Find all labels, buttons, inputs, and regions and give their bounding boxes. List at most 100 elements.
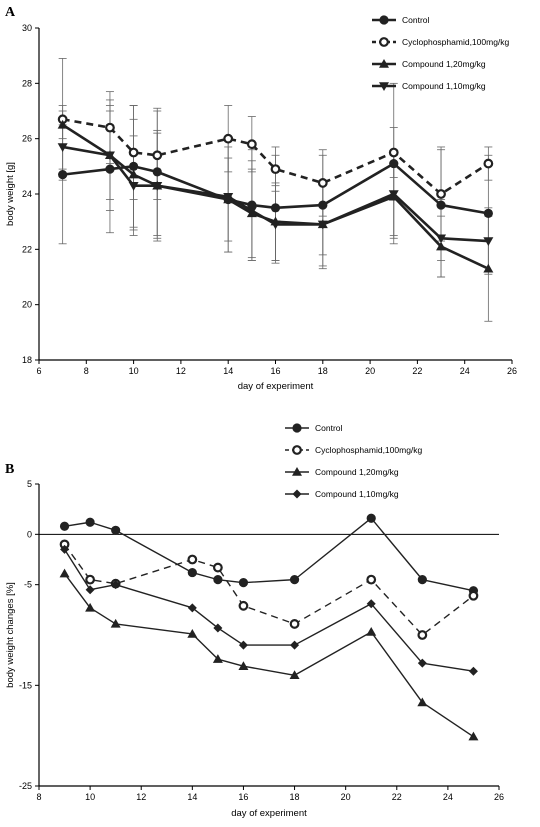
y-tick-label-a: 22 xyxy=(22,244,32,254)
data-point-b-s3 xyxy=(238,640,248,650)
data-point-b-s3 xyxy=(290,640,300,650)
data-point-a-s0 xyxy=(483,208,493,218)
legend-label-a-s2: Compound 1,20mg/kg xyxy=(402,59,486,69)
data-point-a-s3 xyxy=(104,151,115,161)
data-point-b-s2 xyxy=(238,661,249,670)
x-tick-label-a: 6 xyxy=(36,366,41,376)
x-tick-label-b: 18 xyxy=(290,792,300,802)
data-point-a-s0 xyxy=(129,161,139,171)
data-point-b-s2 xyxy=(289,670,300,680)
data-point-a-s3 xyxy=(128,181,139,191)
data-point-b-s0 xyxy=(289,575,300,585)
x-tick-label-b: 20 xyxy=(341,792,351,802)
y-tick-label-b: -25 xyxy=(19,781,32,791)
y-tick-label-b: -15 xyxy=(19,680,32,690)
legend-marker-a-s3 xyxy=(379,82,389,91)
y-tick-label-a: 18 xyxy=(22,355,32,365)
legend-label-a-s1: Cyclophosphamid,100mg/kg xyxy=(402,37,510,47)
x-tick-label-b: 24 xyxy=(443,792,453,802)
x-tick-label-a: 24 xyxy=(460,366,470,376)
data-point-a-s3 xyxy=(223,193,234,202)
x-tick-label-a: 12 xyxy=(176,366,186,376)
x-tick-label-a: 14 xyxy=(223,366,233,376)
x-tick-label-b: 14 xyxy=(187,792,197,802)
data-point-b-s1 xyxy=(238,600,249,611)
data-point-b-s0 xyxy=(187,567,197,578)
data-point-a-s0 xyxy=(318,200,328,210)
data-point-a-s2 xyxy=(483,263,494,273)
legend-marker-b-s3 xyxy=(292,489,302,499)
x-tick-label-b: 26 xyxy=(494,792,504,802)
data-point-a-s0 xyxy=(58,170,68,180)
y-tick-label-b: 0 xyxy=(27,529,32,539)
data-point-b-s0 xyxy=(111,525,121,535)
data-point-a-s1 xyxy=(223,133,234,144)
series-line-b-s3 xyxy=(63,549,474,672)
x-axis-title-a: day of experiment xyxy=(238,381,314,392)
data-point-a-s3 xyxy=(483,237,494,247)
legend-marker-b-s0 xyxy=(292,423,302,433)
x-tick-label-a: 10 xyxy=(129,366,139,376)
data-point-b-s3 xyxy=(85,585,95,595)
legend-label-b-s2: Compound 1,20mg/kg xyxy=(315,467,399,477)
x-tick-label-b: 12 xyxy=(136,792,146,802)
data-point-a-s1 xyxy=(317,178,328,188)
y-axis-title-b: body weight changes [%] xyxy=(5,582,16,688)
x-axis-title-b: day of experiment xyxy=(231,808,307,819)
y-tick-label-b: -5 xyxy=(24,580,32,590)
data-point-b-s2 xyxy=(85,602,96,612)
data-point-a-s2 xyxy=(128,169,139,179)
panel-letter-a: A xyxy=(5,5,16,20)
legend-label-b-s1: Cyclophosphamid,100mg/kg xyxy=(315,445,423,455)
data-point-a-s0 xyxy=(389,158,399,169)
data-point-a-s3 xyxy=(57,143,68,152)
data-point-b-s2 xyxy=(187,628,198,638)
data-point-b-s0 xyxy=(59,521,70,531)
data-point-a-s2 xyxy=(57,119,68,129)
data-point-a-s1 xyxy=(105,122,115,133)
data-point-a-s2 xyxy=(436,241,447,251)
data-point-a-s0 xyxy=(105,164,115,174)
data-point-a-s0 xyxy=(436,200,446,210)
x-tick-label-a: 20 xyxy=(365,366,375,376)
data-point-a-s0 xyxy=(270,203,281,213)
x-tick-label-a: 18 xyxy=(318,366,328,376)
data-point-b-s1 xyxy=(468,590,479,601)
panel-a: 6 8 10 12 14 16 18 20 22 24 26 18 20 22 24 26 28 30 day of… xyxy=(5,15,517,392)
legend-label-b-s0: Control xyxy=(315,423,343,433)
legend-marker-a-s2 xyxy=(379,59,389,68)
data-point-a-s1 xyxy=(483,158,494,169)
data-point-b-s0 xyxy=(238,578,249,588)
panel-b: 8 10 12 14 16 18 20 22 24 26 -25 -15 -5 0 5 day of expe… xyxy=(5,423,504,819)
data-point-a-s1 xyxy=(388,147,399,158)
y-tick-label-a: 30 xyxy=(22,23,32,33)
data-point-a-s1 xyxy=(436,189,446,199)
data-point-b-s0 xyxy=(85,517,95,527)
series-line-a-s1 xyxy=(62,118,490,196)
x-tick-label-b: 22 xyxy=(392,792,402,802)
data-point-b-s1 xyxy=(212,562,223,573)
data-point-b-s3 xyxy=(213,623,223,633)
panel-letter-b: B xyxy=(5,462,14,477)
data-point-a-s1 xyxy=(128,147,139,158)
data-point-b-s2 xyxy=(468,731,479,741)
series-line-b-s2 xyxy=(63,573,474,738)
y-tick-label-a: 20 xyxy=(22,300,32,310)
data-point-a-s1 xyxy=(152,150,163,161)
y-tick-label-a: 26 xyxy=(22,134,32,144)
data-point-b-s1 xyxy=(187,554,198,565)
series-line-b-s0 xyxy=(64,517,474,592)
x-tick-label-b: 16 xyxy=(238,792,248,802)
series-line-b-s1 xyxy=(63,543,474,636)
data-point-a-s3 xyxy=(388,190,399,199)
legend-label-a-s3: Compound 1,10mg/kg xyxy=(402,81,486,91)
data-point-b-s0 xyxy=(213,575,223,585)
x-tick-label-a: 22 xyxy=(412,366,422,376)
data-point-a-s3 xyxy=(246,206,257,216)
data-point-b-s2 xyxy=(417,697,428,707)
data-point-a-s3 xyxy=(317,220,328,230)
data-point-b-s3 xyxy=(111,580,121,590)
y-tick-label-b: 5 xyxy=(27,479,32,489)
x-tick-label-b: 10 xyxy=(85,792,95,802)
